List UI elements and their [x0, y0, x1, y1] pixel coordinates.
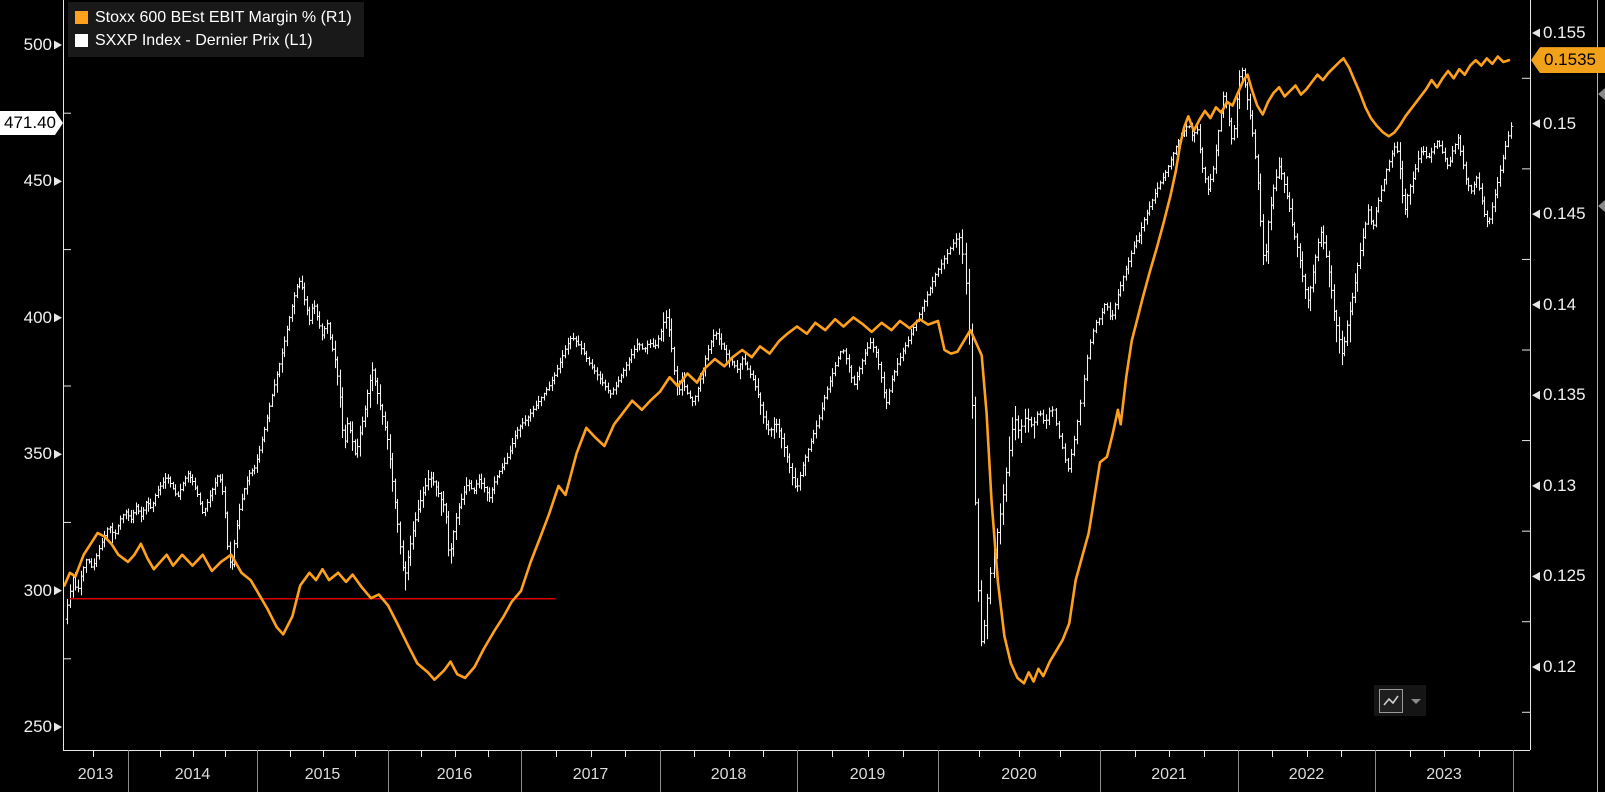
left-axis-tick-label: 400	[23, 307, 52, 327]
sxxp-price-bars-series	[65, 67, 1514, 647]
left-axis-tick-label: 350	[23, 444, 52, 464]
right-axis-tick-label: 0.155	[1543, 23, 1586, 42]
left-axis-tick-label: 300	[23, 580, 52, 600]
x-axis-year-label: 2021	[1151, 766, 1187, 783]
legend-item[interactable]: SXXP Index - Dernier Prix (L1)	[75, 29, 352, 52]
legend-item-label: Stoxx 600 BEst EBIT Margin % (R1)	[95, 8, 352, 26]
last-price-badge: 471.40	[0, 111, 63, 136]
legend: Stoxx 600 BEst EBIT Margin % (R1) SXXP In…	[68, 2, 364, 57]
x-axis-year-label: 2013	[77, 766, 114, 783]
legend-swatch-icon	[75, 11, 88, 24]
right-axis-tick-label: 0.12	[1543, 657, 1577, 676]
x-axis-year-label: 2018	[710, 766, 747, 783]
panel-resize-handle-icon	[1598, 200, 1605, 212]
right-axis-tick-label: 0.135	[1543, 385, 1586, 405]
right-axis-tick-label: 0.14	[1543, 294, 1577, 314]
chart-type-button[interactable]	[1379, 689, 1403, 713]
ebit-margin-line-series	[63, 55, 1511, 685]
x-axis-year-label: 2017	[572, 766, 609, 783]
left-axis	[54, 40, 71, 732]
right-axis-tick-label: 0.145	[1543, 204, 1586, 224]
panel-resize-handle-icon	[1598, 88, 1605, 100]
right-axis-tick-label: 0.15	[1543, 113, 1577, 133]
right-axis	[1522, 28, 1540, 713]
right-axis-tick-label: 0.125	[1543, 566, 1586, 586]
legend-item-label: SXXP Index - Dernier Prix (L1)	[95, 31, 313, 49]
x-axis-year-label: 2023	[1426, 766, 1462, 783]
right-scroll-rail[interactable]	[1597, 0, 1605, 792]
x-axis-year-label: 2014	[174, 766, 211, 783]
x-axis-year-label: 2015	[304, 766, 341, 783]
left-axis-tick-label: 250	[23, 717, 52, 736]
x-axis-year-label: 2020	[1001, 766, 1037, 783]
x-axis-year-label: 2019	[849, 766, 886, 783]
left-axis-tick-label: 500	[23, 35, 52, 54]
chevron-down-icon[interactable]	[1411, 699, 1421, 704]
x-axis-year-label: 2016	[436, 766, 473, 783]
legend-swatch-icon	[75, 34, 88, 47]
x-axis-year-label: 2022	[1288, 766, 1325, 783]
line-chart-icon	[1383, 695, 1399, 706]
legend-item[interactable]: Stoxx 600 BEst EBIT Margin % (R1)	[75, 6, 352, 29]
x-axis	[93, 750, 1514, 792]
right-axis-tick-label: 0.13	[1543, 475, 1577, 495]
chart-toolbar	[1374, 685, 1426, 716]
left-axis-tick-label: 450	[23, 171, 52, 191]
last-margin-badge: 0.1535	[1531, 47, 1605, 74]
plot-frame	[63, 0, 1531, 751]
